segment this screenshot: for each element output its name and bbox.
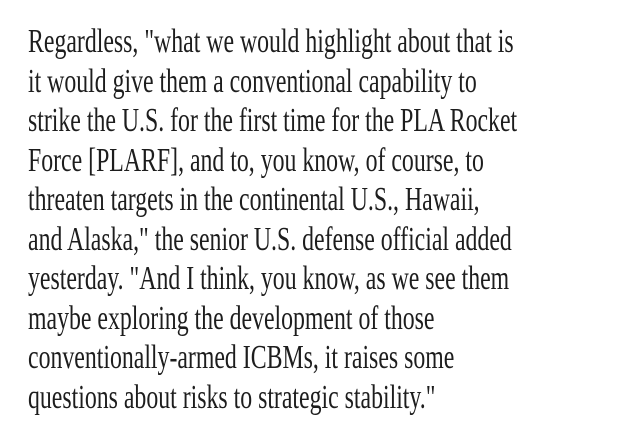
article-paragraph: Regardless, "what we would highlight abo…: [28, 23, 518, 416]
